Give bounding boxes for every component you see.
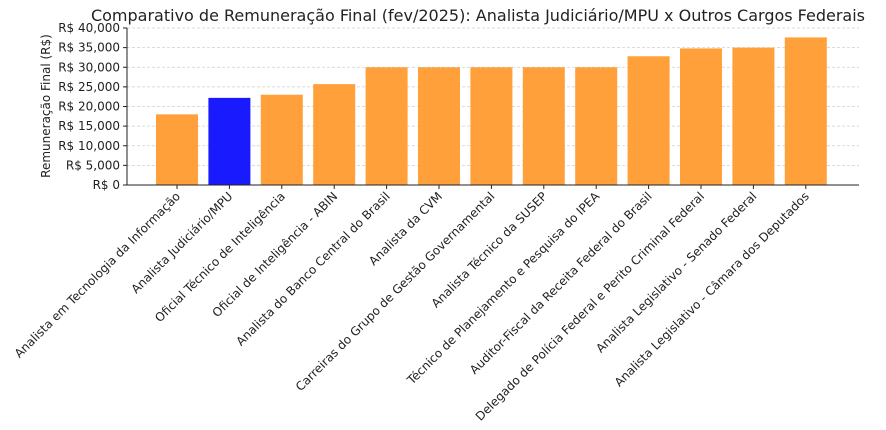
y-tick-label: R$ 35,000 — [58, 41, 120, 55]
bar — [680, 48, 722, 185]
bar — [784, 37, 827, 185]
bar — [418, 67, 460, 185]
y-tick-label: R$ 30,000 — [58, 60, 120, 74]
x-tick-label: Técnico de Planejamento e Pesquisa do IP… — [404, 189, 603, 388]
x-tick-label: Analista Judiciário/MPU — [128, 189, 235, 296]
bars — [156, 37, 827, 186]
x-tick-label: Auditor-Fiscal da Receita Federal do Bra… — [467, 189, 655, 377]
x-tick-label: Carreiras do Grupo de Gestão Governament… — [293, 189, 498, 394]
bar — [156, 114, 198, 185]
y-tick-label: R$ 20,000 — [58, 100, 120, 114]
bar — [208, 97, 251, 185]
y-tick-label: R$ 10,000 — [58, 139, 120, 153]
y-tick-label: R$ 25,000 — [58, 80, 120, 94]
bar — [313, 84, 356, 185]
bar — [365, 67, 408, 185]
bar — [627, 56, 670, 186]
y-tick-label: R$ 15,000 — [58, 119, 120, 133]
y-tick-label: R$ 0 — [93, 178, 120, 192]
y-tick-labels: R$ 0 R$ 5,000 R$ 10,000 R$ 15,000 R$ 20,000 R… — [58, 21, 127, 192]
y-tick-label: R$ 40,000 — [58, 21, 120, 35]
x-tick-labels: Analista em Tecnologia da InformaçãoAnal… — [12, 185, 812, 424]
y-tick-label: R$ 5,000 — [66, 158, 120, 172]
bar — [260, 94, 303, 185]
y-axis-label: Remuneração Final (R$) — [39, 34, 53, 178]
bar — [732, 47, 775, 185]
bar — [522, 67, 565, 185]
chart-title: Comparativo de Remuneração Final (fev/20… — [91, 6, 865, 25]
bar — [470, 67, 513, 185]
bar — [575, 67, 618, 185]
x-tick-label: Analista Legislativo - Câmara dos Deputa… — [612, 189, 812, 389]
